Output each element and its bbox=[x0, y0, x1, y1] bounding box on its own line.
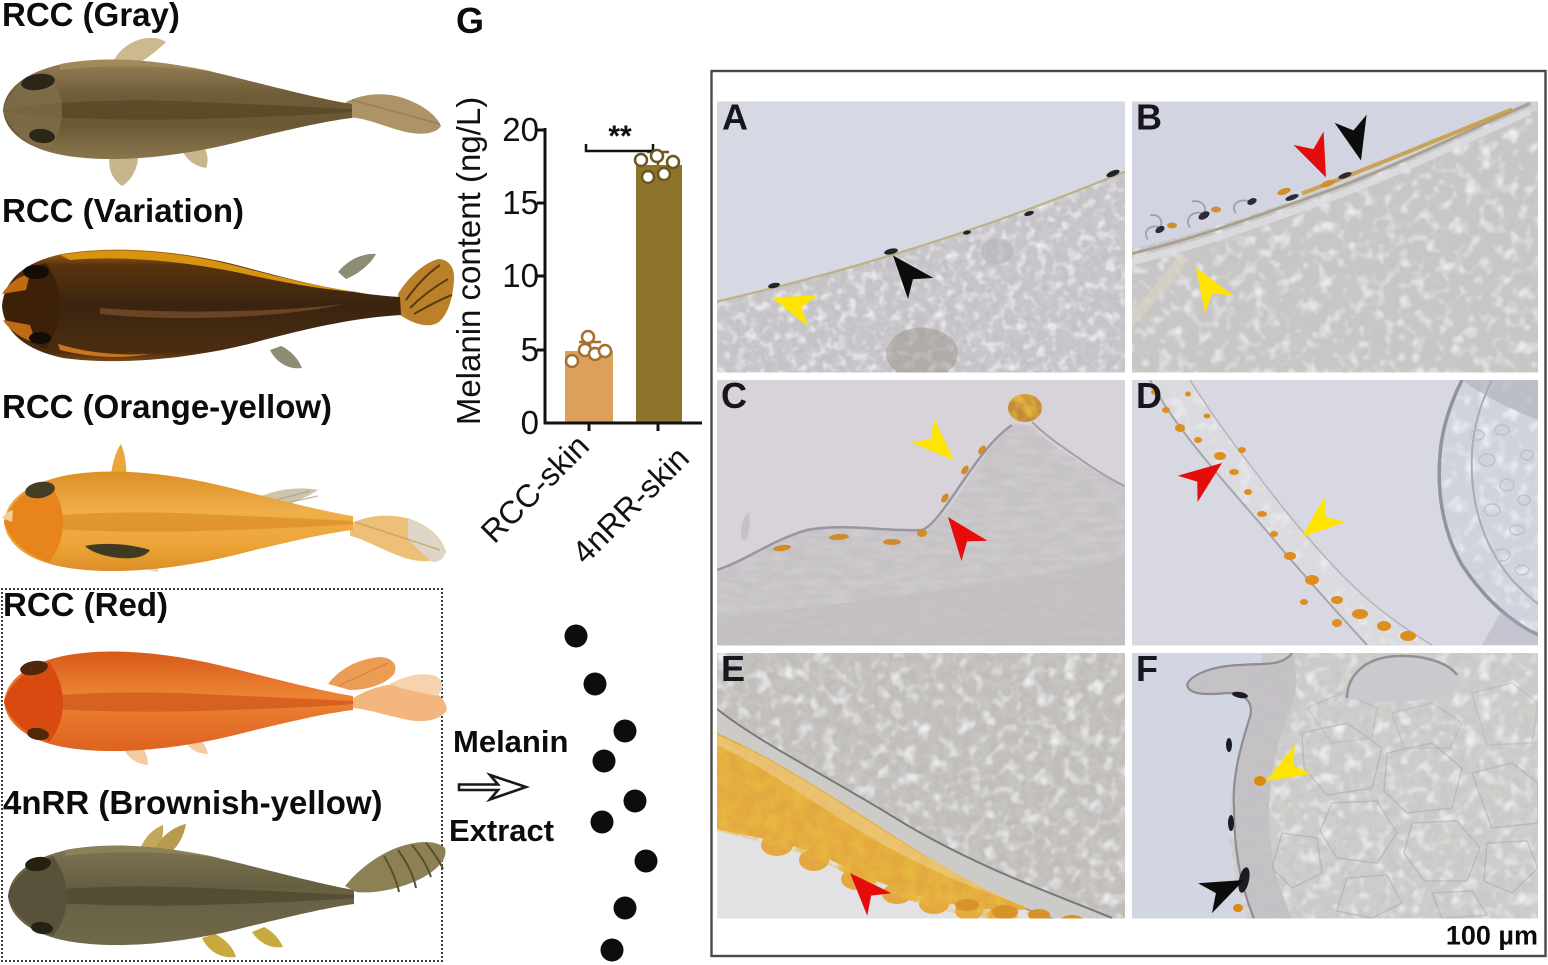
svg-text:100 µm: 100 µm bbox=[1446, 921, 1538, 951]
svg-text:B: B bbox=[1136, 97, 1162, 138]
svg-text:10: 10 bbox=[502, 257, 539, 294]
svg-text:15: 15 bbox=[502, 184, 539, 221]
svg-text:A: A bbox=[722, 97, 748, 138]
svg-text:0: 0 bbox=[521, 404, 539, 441]
svg-text:C: C bbox=[721, 375, 747, 416]
svg-text:**: ** bbox=[608, 120, 632, 153]
svg-text:Melanin content (ng/L): Melanin content (ng/L) bbox=[450, 97, 487, 425]
svg-text:5: 5 bbox=[521, 331, 539, 368]
svg-text:F: F bbox=[1136, 648, 1158, 689]
svg-text:E: E bbox=[721, 648, 745, 689]
svg-text:20: 20 bbox=[502, 111, 539, 148]
svg-text:D: D bbox=[1136, 375, 1162, 416]
